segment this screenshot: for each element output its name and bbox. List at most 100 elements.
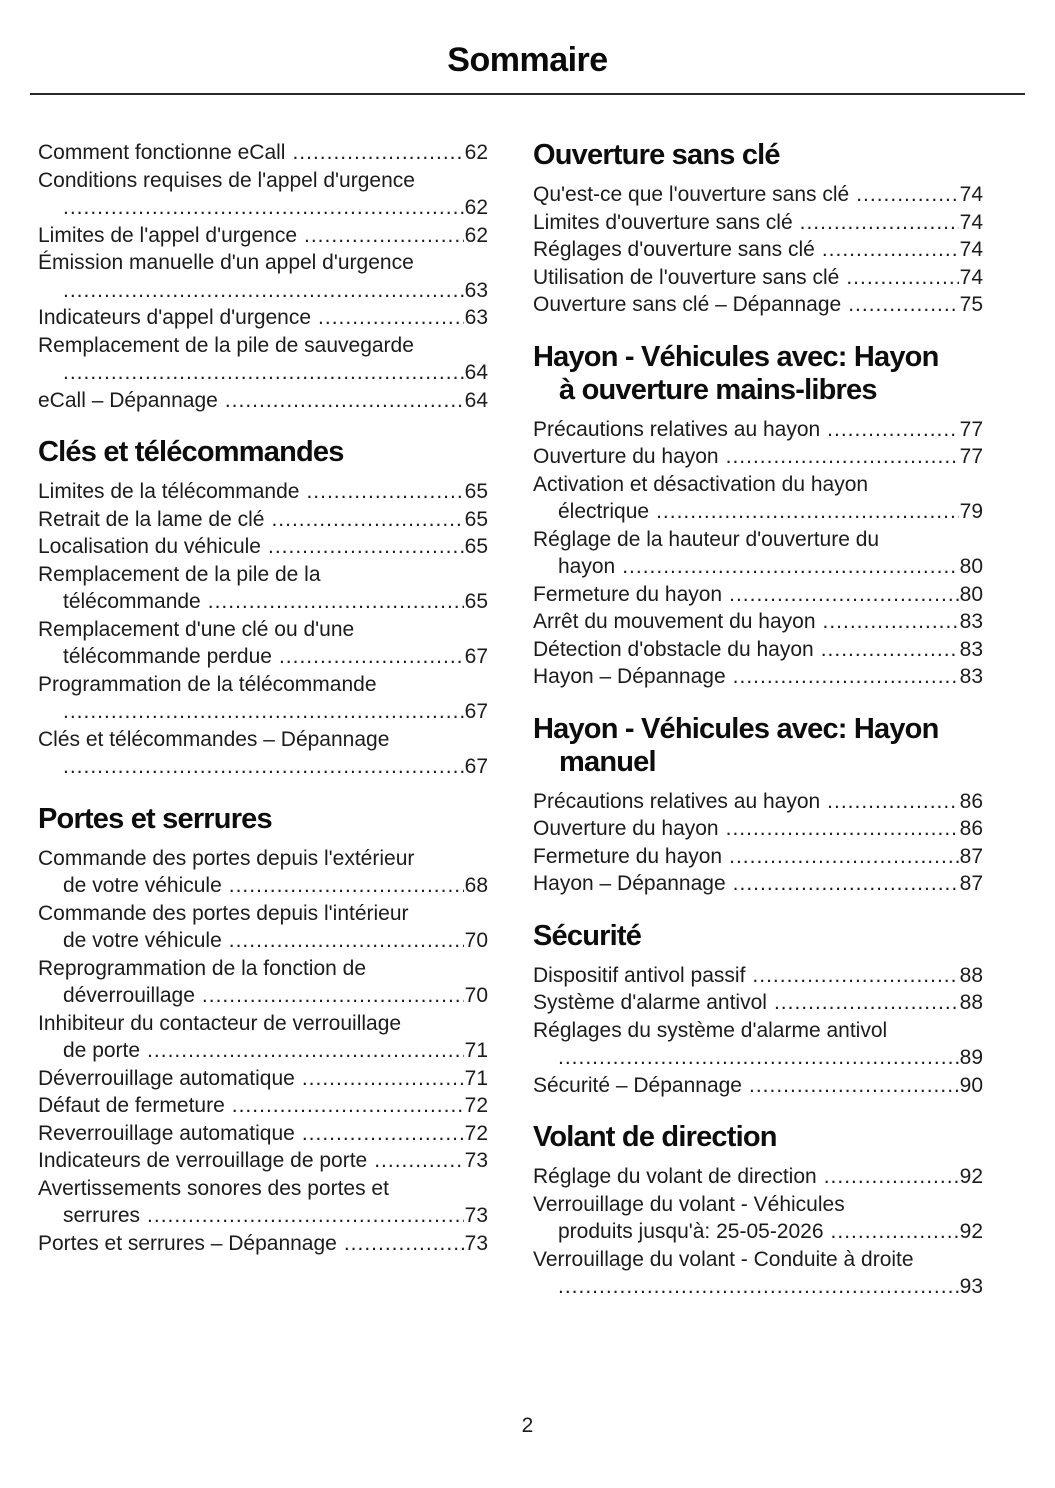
toc-entry-link[interactable]: Hayon – Dépannage 83 — [533, 663, 983, 691]
entry-title: serrures — [63, 1204, 141, 1227]
toc-entry-link[interactable]: Limites de la télécommande 65 — [38, 478, 488, 506]
toc-entry-link[interactable]: Reprogrammation de la fonction de déverr… — [38, 955, 488, 1010]
toc-entry-link[interactable]: Remplacement d'une clé ou d'une télécomm… — [38, 616, 488, 671]
toc-entry-link[interactable]: Limites d'ouverture sans clé 74 — [533, 209, 983, 237]
entry-title: Déverrouillage automatique — [38, 1066, 295, 1090]
toc-entry-link[interactable]: Utilisation de l'ouverture sans clé 74 — [533, 264, 983, 292]
toc-entry-link[interactable]: Limites de l'appel d'urgence 62 — [38, 222, 488, 250]
entry-title-line: Réglage de la hauteur d'ouverture du — [533, 527, 880, 551]
toc-entry-link[interactable]: Dispositif antivol passif 88 — [533, 962, 983, 990]
entry-page-number: 67 — [464, 700, 488, 723]
entry-title: Ouverture du hayon — [533, 817, 719, 840]
toc-entry-link[interactable]: Ouverture sans clé – Dépannage 75 — [533, 291, 983, 319]
page-number-footer: 2 — [521, 1414, 534, 1437]
toc-entry-link[interactable]: Déverrouillage automatique 71 — [38, 1065, 488, 1093]
toc-entry-link[interactable]: Programmation de la télécommande 67 — [38, 671, 488, 726]
toc-entry-link[interactable]: Ouverture du hayon 77 — [533, 443, 983, 471]
toc-entry-link[interactable]: Commande des portes depuis l'intérieur d… — [38, 900, 488, 955]
toc-entry-link[interactable]: Indicateurs de verrouillage de porte 73 — [38, 1147, 488, 1175]
entry-title-line: Avertissements sonores des portes et — [38, 1176, 389, 1200]
entry-title-line: Commande des portes depuis l'extérieur — [38, 846, 415, 870]
entry-page-number: 62 — [464, 196, 488, 219]
dot-leader — [800, 209, 959, 237]
toc-entry-link[interactable]: Réglages d'ouverture sans clé 74 — [533, 236, 983, 264]
dot-leader — [202, 982, 464, 1010]
toc-entry-link[interactable]: Comment fonctionne eCall 62 — [38, 139, 488, 167]
toc-entry-link[interactable]: Clés et télécommandes – Dépannage 67 — [38, 726, 488, 781]
toc-entry-link[interactable]: Qu'est-ce que l'ouverture sans clé 74 — [533, 181, 983, 209]
toc-entry-link[interactable]: Remplacement de la pile de sauvegarde 64 — [38, 332, 488, 387]
toc-entry-link[interactable]: Émission manuelle d'un appel d'urgence 6… — [38, 249, 488, 304]
entry-title: déverrouillage — [63, 984, 195, 1007]
entry-page-number: 73 — [464, 1231, 488, 1255]
toc-entry-link[interactable]: Activation et désactivation du hayon éle… — [533, 471, 983, 526]
entry-page-number: 65 — [464, 535, 488, 558]
toc-entry-link[interactable]: Verrouillage du volant - Véhicules produ… — [533, 1191, 983, 1246]
entry-page-number: 68 — [464, 874, 488, 897]
toc-entry-link[interactable]: Hayon – Dépannage 87 — [533, 870, 983, 898]
toc-entry-link[interactable]: Réglage du volant de direction 92 — [533, 1163, 983, 1191]
entry-title: Utilisation de l'ouverture sans clé — [533, 265, 840, 289]
toc-entry-link[interactable]: Inhibiteur du contacteur de verrouillage… — [38, 1010, 488, 1065]
toc-entry-link[interactable]: Commande des portes depuis l'extérieur d… — [38, 845, 488, 900]
toc-entry-link[interactable]: Système d'alarme antivol 88 — [533, 989, 983, 1017]
dot-leader — [752, 962, 958, 990]
toc-entry-link[interactable]: eCall – Dépannage 64 — [38, 387, 488, 415]
toc-entry-link[interactable]: Conditions requises de l'appel d'urgence… — [38, 167, 488, 222]
dot-leader — [821, 636, 959, 664]
toc-entry-link[interactable]: Avertissements sonores des portes et ser… — [38, 1175, 488, 1230]
entry-page-number: 74 — [959, 238, 983, 261]
toc-entry-link[interactable]: Arrêt du mouvement du hayon 83 — [533, 608, 983, 636]
toc-entry-link[interactable]: Indicateurs d'appel d'urgence 63 — [38, 304, 488, 332]
toc-entry-link[interactable]: Réglages du système d'alarme antivol 89 — [533, 1017, 983, 1072]
section-heading: Sécurité — [533, 920, 983, 953]
entry-page-number: 73 — [464, 1149, 488, 1172]
toc-entry-link[interactable]: Précautions relatives au hayon 86 — [533, 788, 983, 816]
entry-title-line: Reprogrammation de la fonction de — [38, 956, 367, 980]
entry-page-number: 77 — [959, 445, 983, 468]
dot-leader — [822, 236, 959, 264]
toc-entry-link[interactable]: Retrait de la lame de clé 65 — [38, 506, 488, 534]
dot-leader — [733, 870, 959, 898]
dot-leader — [306, 478, 463, 506]
toc-entry-link[interactable]: Ouverture du hayon 86 — [533, 815, 983, 843]
entry-page-number: 65 — [464, 480, 488, 503]
entry-title-line: Clés et télécommandes – Dépannage — [38, 727, 390, 751]
entry-title: Fermeture du hayon — [533, 844, 723, 868]
entry-page-number: 86 — [959, 817, 983, 840]
toc-entry-link[interactable]: Réglage de la hauteur d'ouverture du hay… — [533, 526, 983, 581]
entry-title: Limites d'ouverture sans clé — [533, 210, 793, 234]
dot-leader — [733, 663, 959, 691]
toc-entry-link[interactable]: Précautions relatives au hayon 77 — [533, 416, 983, 444]
entry-page-number: 64 — [464, 388, 488, 412]
dot-leader — [656, 498, 959, 526]
entry-page-number: 71 — [464, 1066, 488, 1090]
toc-entry-link[interactable]: Défaut de fermeture 72 — [38, 1092, 488, 1120]
entry-title: Qu'est-ce que l'ouverture sans clé — [533, 183, 850, 206]
entry-page-number: 83 — [959, 610, 983, 633]
section-entries: Commande des portes depuis l'extérieur d… — [38, 845, 488, 1258]
entry-title-line: Émission manuelle d'un appel d'urgence — [38, 251, 414, 274]
toc-entry-link[interactable]: Détection d'obstacle du hayon 83 — [533, 636, 983, 664]
entry-title: Hayon – Dépannage — [533, 665, 726, 688]
dot-leader — [374, 1147, 463, 1175]
entry-title: Précautions relatives au hayon — [533, 789, 821, 813]
dot-leader — [729, 581, 959, 609]
entry-page-number: 67 — [464, 645, 488, 668]
entry-page-number: 77 — [959, 417, 983, 441]
entry-page-number: 70 — [464, 984, 488, 1007]
toc-entry-link[interactable]: Localisation du véhicule 65 — [38, 533, 488, 561]
toc-entry-link[interactable]: Portes et serrures – Dépannage 73 — [38, 1230, 488, 1258]
toc-entry-link[interactable]: Remplacement de la pile de la télécomman… — [38, 561, 488, 616]
toc-entry-link[interactable]: Reverrouillage automatique 72 — [38, 1120, 488, 1148]
toc-entry-link[interactable]: Fermeture du hayon 80 — [533, 581, 983, 609]
toc-entry-link[interactable]: Fermeture du hayon 87 — [533, 843, 983, 871]
entry-page-number: 65 — [464, 507, 488, 531]
entry-page-number: 67 — [464, 755, 488, 778]
dot-leader — [729, 843, 959, 871]
toc-entry-link[interactable]: Verrouillage du volant - Conduite à droi… — [533, 1246, 983, 1301]
entry-page-number: 80 — [959, 555, 983, 578]
section-heading-line: Clés et télécommandes — [38, 436, 344, 468]
entry-page-number: 88 — [959, 963, 983, 987]
toc-entry-link[interactable]: Sécurité – Dépannage 90 — [533, 1072, 983, 1100]
